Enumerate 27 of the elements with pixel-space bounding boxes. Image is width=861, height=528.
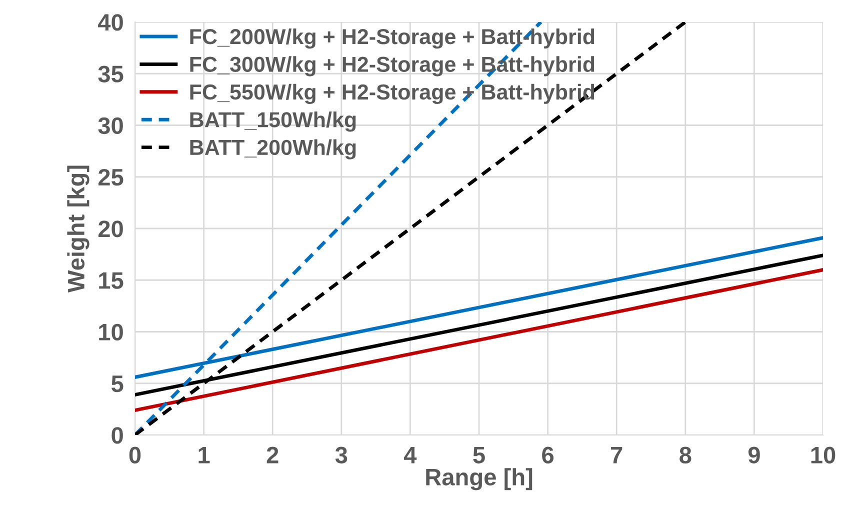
legend-label: FC_300W/kg + H2-Storage + Batt-hybrid: [190, 56, 594, 76]
y-tick-label: 5: [111, 376, 124, 392]
y-tick-label: 25: [98, 168, 124, 186]
x-tick-label: 5: [473, 446, 485, 464]
x-tick-label: 0: [129, 446, 141, 464]
x-tick-label: 8: [680, 446, 692, 464]
legend-label: FC_550W/kg + H2-Storage + Batt-hybrid: [190, 84, 594, 104]
x-tick-label: 3: [335, 446, 348, 464]
legend-label: FC_200W/kg + H2-Storage + Batt-hybrid: [190, 28, 594, 49]
x-tick-label: 6: [542, 446, 554, 464]
x-tick-label: 9: [748, 446, 760, 464]
y-tick-label: 30: [98, 117, 123, 134]
y-tick-label: 35: [98, 66, 124, 82]
y-tick-label: 10: [99, 324, 123, 341]
y-tick-label: 20: [98, 220, 123, 238]
x-tick-label: 1: [198, 446, 210, 464]
y-axis-title: Weight [kg]: [67, 166, 90, 293]
y-tick-label: 15: [99, 272, 124, 289]
x-axis-title: Range [h]: [426, 468, 532, 490]
legend-label: BATT_150Wh/kg: [190, 112, 356, 132]
legend-label: BATT_200Wh/kg: [190, 139, 356, 160]
x-tick-label: 4: [404, 446, 417, 464]
x-tick-label: 10: [811, 446, 836, 464]
y-tick-label: 0: [112, 427, 123, 444]
x-tick-label: 2: [266, 446, 278, 464]
x-tick-label: 7: [611, 446, 622, 464]
y-tick-label: 40: [98, 14, 123, 31]
